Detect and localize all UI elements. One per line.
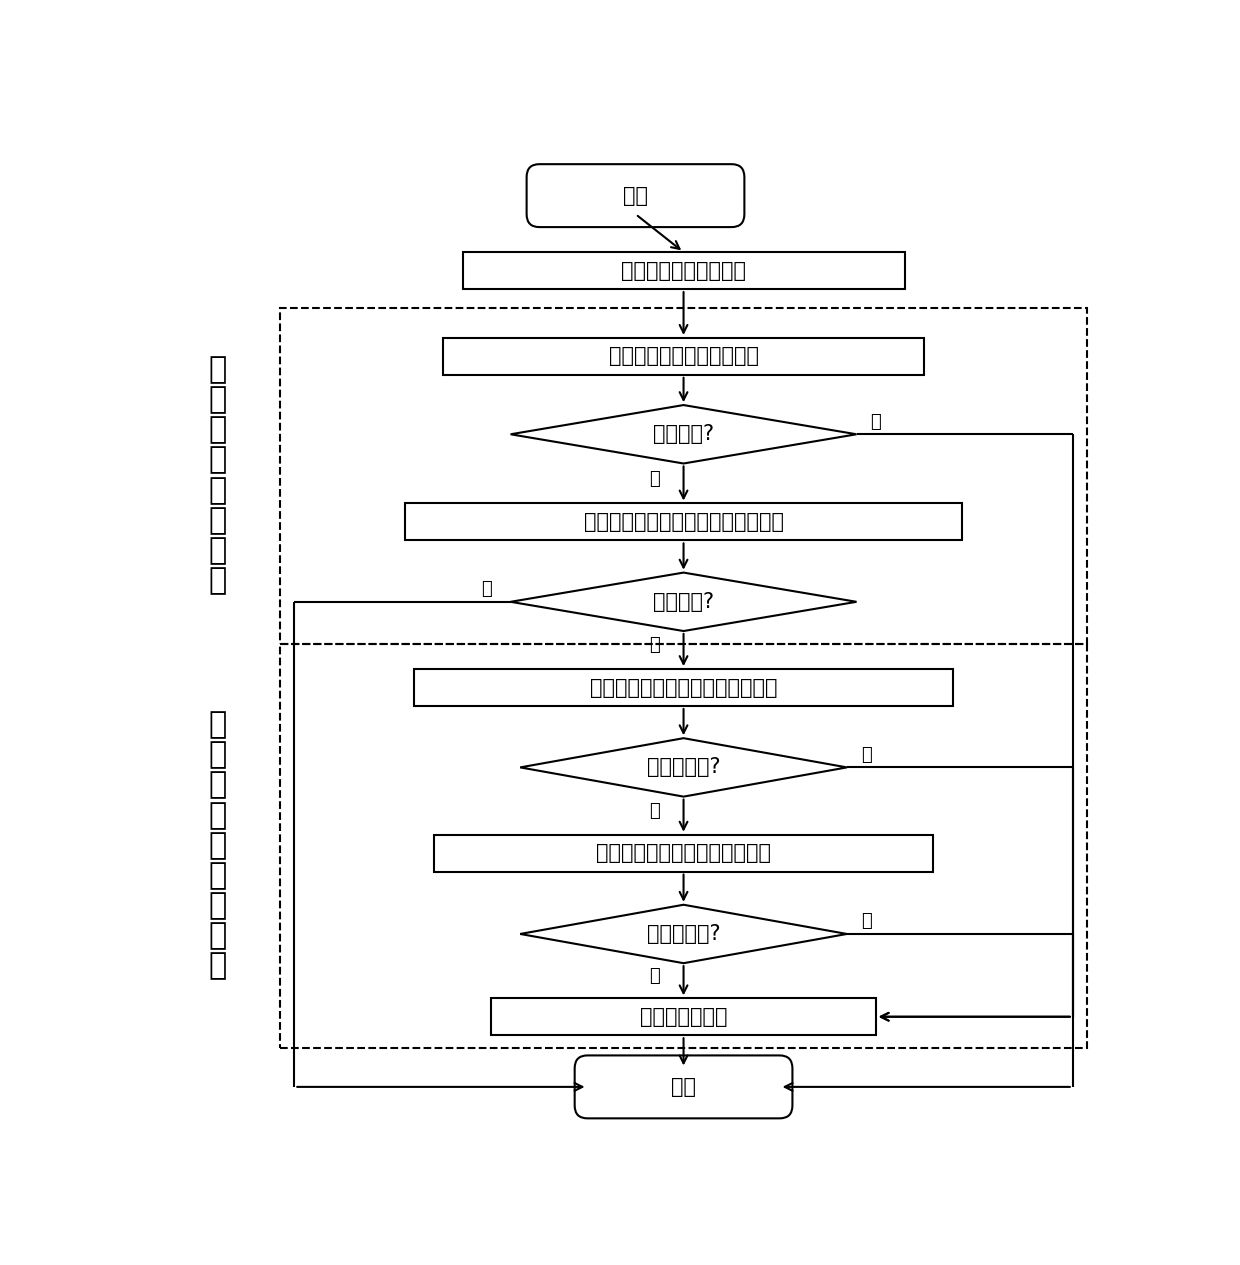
Text: 上
下
位
关
系
识
别
方
法: 上 下 位 关 系 识 别 方 法 (208, 710, 227, 980)
Bar (491, 998, 875, 1035)
Polygon shape (521, 739, 847, 797)
Text: 基于标签相关性判断上下位关系: 基于标签相关性判断上下位关系 (596, 842, 771, 863)
Polygon shape (511, 405, 857, 463)
Text: 等同关系?: 等同关系? (653, 424, 714, 444)
FancyBboxPatch shape (574, 1055, 792, 1118)
Bar (463, 252, 904, 290)
Text: 开始: 开始 (622, 186, 649, 206)
Polygon shape (521, 904, 847, 963)
Polygon shape (511, 573, 857, 631)
Text: 上下位关系?: 上下位关系? (647, 758, 720, 778)
Text: 基准标签和待融合标签: 基准标签和待融合标签 (621, 261, 746, 281)
Text: 是: 是 (870, 412, 882, 430)
Bar (405, 503, 962, 540)
Text: 否: 否 (650, 966, 660, 985)
Text: 等
同
关
系
识
别
方
法: 等 同 关 系 识 别 方 法 (208, 355, 227, 596)
Text: 否: 否 (650, 802, 660, 820)
Text: 结束: 结束 (671, 1077, 696, 1097)
Bar (444, 338, 924, 374)
Text: 否: 否 (650, 636, 660, 654)
Bar (414, 669, 952, 706)
Text: 基于网页标题信息判断上下位关系: 基于网页标题信息判断上下位关系 (590, 678, 777, 697)
Text: 否: 否 (650, 469, 660, 487)
Text: 等同关系?: 等同关系? (653, 592, 714, 612)
Text: 基于路径信息判断等同关系: 基于路径信息判断等同关系 (609, 347, 759, 367)
Bar (280, 307, 1087, 644)
Text: 基于网页文本语义信息判断等同关系: 基于网页文本语义信息判断等同关系 (584, 512, 784, 533)
FancyBboxPatch shape (527, 164, 744, 228)
Text: 是: 是 (481, 581, 492, 598)
Bar (280, 644, 1087, 1047)
Text: 是: 是 (861, 912, 872, 930)
Text: 跟随父标签合并: 跟随父标签合并 (640, 1007, 728, 1027)
Bar (434, 835, 934, 872)
Text: 是: 是 (861, 746, 872, 764)
Text: 上下位关系?: 上下位关系? (647, 923, 720, 944)
